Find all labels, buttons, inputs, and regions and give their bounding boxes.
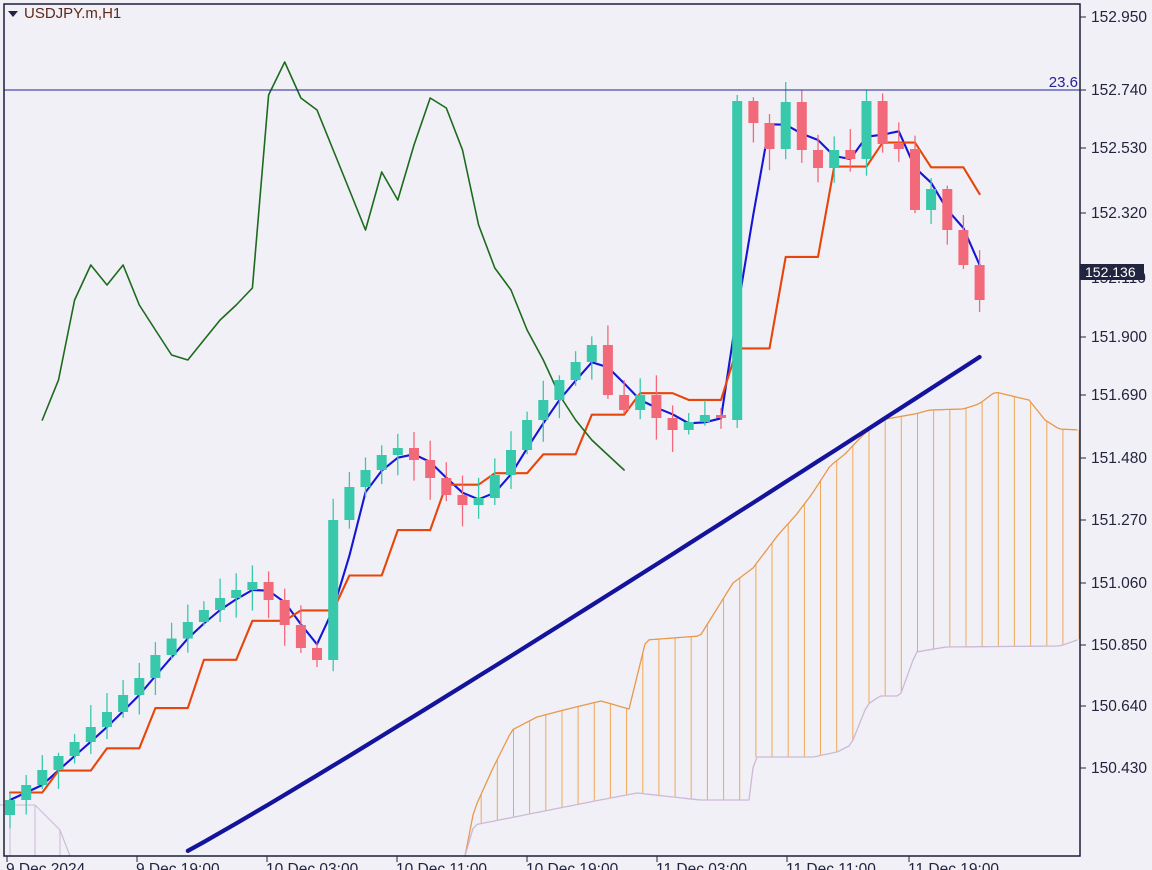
svg-text:152.136: 152.136 [1085,264,1136,280]
svg-text:152.950: 152.950 [1091,9,1147,26]
svg-text:152.530: 152.530 [1091,140,1147,157]
svg-text:10 Dec 11:00: 10 Dec 11:00 [396,861,487,870]
svg-text:9 Dec 19:00: 9 Dec 19:00 [136,861,220,870]
svg-text:9 Dec 2024: 9 Dec 2024 [6,861,86,870]
svg-text:151.690: 151.690 [1091,387,1147,404]
svg-text:151.270: 151.270 [1091,512,1147,529]
svg-text:10 Dec 19:00: 10 Dec 19:00 [526,861,619,870]
svg-text:151.060: 151.060 [1091,575,1147,592]
svg-text:23.6: 23.6 [1049,74,1078,91]
svg-text:150.640: 150.640 [1091,698,1147,715]
svg-text:152.740: 152.740 [1091,82,1147,99]
svg-text:10 Dec 03:00: 10 Dec 03:00 [266,861,359,870]
svg-text:151.480: 151.480 [1091,450,1147,467]
svg-text:151.900: 151.900 [1091,329,1147,346]
svg-text:150.850: 150.850 [1091,637,1147,654]
svg-text:152.320: 152.320 [1091,205,1147,222]
svg-text:150.430: 150.430 [1091,760,1147,777]
svg-text:11 Dec 11:00: 11 Dec 11:00 [786,861,876,870]
svg-text:11 Dec 19:00: 11 Dec 19:00 [908,861,999,870]
svg-text:USDJPY.m,H1: USDJPY.m,H1 [24,5,121,22]
svg-text:11 Dec 03:00: 11 Dec 03:00 [656,861,747,870]
